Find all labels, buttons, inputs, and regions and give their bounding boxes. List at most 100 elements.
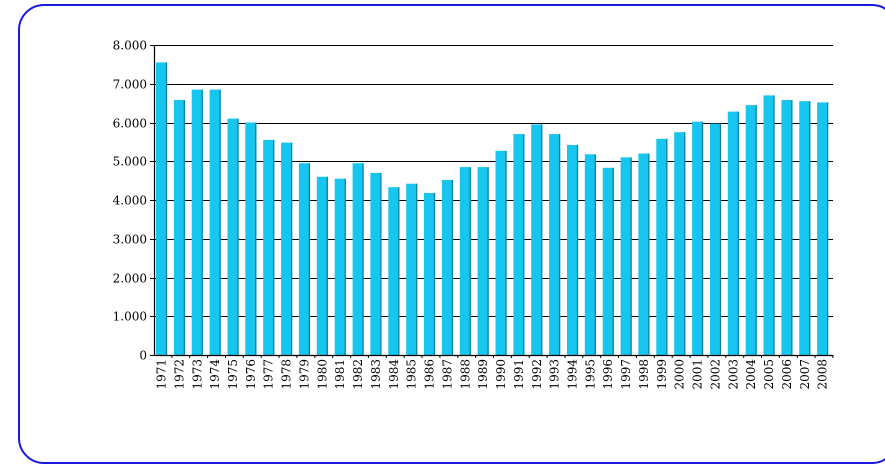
x-tick-label: 1979 — [298, 359, 312, 390]
bar-edge — [684, 132, 686, 355]
bar-1988 — [459, 167, 471, 355]
bar-2008 — [817, 102, 829, 356]
y-tick-label: 2.000 — [113, 272, 147, 286]
bar-edge — [326, 176, 328, 356]
bar-edge — [505, 150, 507, 355]
x-tick-label: 1984 — [387, 359, 401, 390]
x-tick-label: 1972 — [172, 359, 186, 390]
axes — [150, 45, 834, 358]
x-tick-label: 1991 — [512, 359, 526, 390]
bar-1972 — [173, 100, 185, 355]
x-tick-label: 1976 — [244, 359, 258, 390]
bar-1983 — [370, 172, 382, 355]
x-tick-label: 1983 — [369, 359, 383, 390]
x-tick-label: 1990 — [494, 359, 508, 390]
bar-edge — [559, 134, 561, 355]
bar-2005 — [763, 95, 775, 356]
y-tick-label: 4.000 — [113, 194, 147, 208]
bar-1993 — [549, 134, 561, 355]
bar-edge — [291, 142, 293, 355]
bar-1973 — [191, 89, 203, 355]
x-tick-label: 2007 — [798, 359, 812, 390]
bar-edge — [201, 89, 203, 355]
x-tick-label: 1988 — [458, 359, 472, 390]
bar-edge — [165, 62, 168, 356]
bar-1982 — [352, 163, 364, 355]
bar-1991 — [513, 134, 525, 355]
bar-edge — [523, 134, 525, 355]
bar-edge — [273, 139, 275, 355]
bar-1984 — [388, 187, 400, 355]
bar-1980 — [316, 176, 328, 356]
bar-1979 — [298, 163, 310, 355]
x-tick-label: 2006 — [780, 359, 794, 390]
x-tick-label: 2001 — [691, 359, 705, 390]
y-tick-label: 3.000 — [113, 233, 147, 247]
y-tick-label: 5.000 — [113, 155, 147, 169]
bar-edge — [701, 121, 704, 355]
x-tick-label: 1995 — [583, 359, 597, 390]
bar-edge — [308, 163, 310, 355]
x-tick-label: 1993 — [548, 359, 562, 390]
bar-edge — [827, 102, 829, 356]
bar-chart: 0 1.000 2.000 3.000 4.000 5.000 6.000 7.000 8.00… — [113, 39, 834, 390]
bar-edge — [755, 105, 757, 355]
bar-edge — [576, 145, 579, 355]
bar-2000 — [674, 132, 686, 355]
bar-1990 — [495, 150, 507, 355]
bar-1985 — [406, 183, 418, 355]
x-tick-label: 1986 — [423, 359, 437, 390]
bar-1994 — [567, 145, 579, 355]
bar-edge — [380, 172, 382, 355]
bar-edge — [344, 178, 346, 355]
bars — [156, 62, 829, 356]
bar-edge — [791, 100, 793, 355]
bar-edge — [362, 163, 364, 355]
y-tick-label: 6.000 — [113, 117, 147, 131]
bar-edge — [737, 111, 739, 355]
bar-edge — [416, 183, 418, 355]
x-tick-label: 1987 — [440, 359, 454, 390]
x-tick-label: 1985 — [405, 359, 419, 390]
bar-edge — [469, 167, 471, 355]
x-tick-label: 1980 — [315, 359, 329, 390]
bar-1998 — [638, 153, 650, 355]
bar-1997 — [620, 157, 632, 355]
x-tick-label: 1973 — [190, 359, 204, 390]
x-tick-label: 1974 — [208, 359, 222, 390]
bar-1992 — [531, 124, 543, 356]
bar-1989 — [477, 167, 489, 355]
x-tick-label: 1971 — [155, 359, 169, 390]
x-tick-label: 2004 — [744, 359, 758, 390]
bar-edge — [541, 124, 543, 356]
x-tick-label: 1982 — [351, 359, 365, 390]
bar-edge — [433, 193, 436, 355]
bar-edge — [237, 118, 239, 355]
bar-1976 — [245, 122, 257, 355]
bar-2002 — [709, 123, 721, 355]
bar-edge — [809, 101, 811, 355]
bar-2001 — [692, 121, 704, 355]
bar-1996 — [602, 167, 614, 355]
bar-1986 — [424, 193, 436, 355]
bar-1978 — [281, 142, 293, 355]
y-tick-label: 7.000 — [113, 78, 147, 92]
bar-edge — [255, 122, 257, 355]
bar-edge — [612, 167, 614, 355]
bar-1975 — [227, 118, 239, 355]
bar-edge — [451, 179, 453, 355]
x-tick-label: 1992 — [530, 359, 544, 390]
bar-1971 — [156, 62, 168, 356]
bar-1999 — [656, 138, 668, 355]
x-tick-label: 1978 — [280, 359, 294, 390]
bar-edge — [719, 123, 721, 355]
x-tick-label: 1997 — [619, 359, 633, 390]
x-tick-label: 2002 — [709, 359, 723, 390]
y-tick-label: 8.000 — [113, 39, 147, 53]
bar-1995 — [584, 154, 596, 355]
bar-edge — [398, 187, 400, 355]
x-tick-label: 1989 — [476, 359, 490, 390]
x-tick-label: 2008 — [816, 359, 830, 390]
bar-edge — [666, 138, 668, 355]
x-tick-label: 1998 — [637, 359, 651, 390]
